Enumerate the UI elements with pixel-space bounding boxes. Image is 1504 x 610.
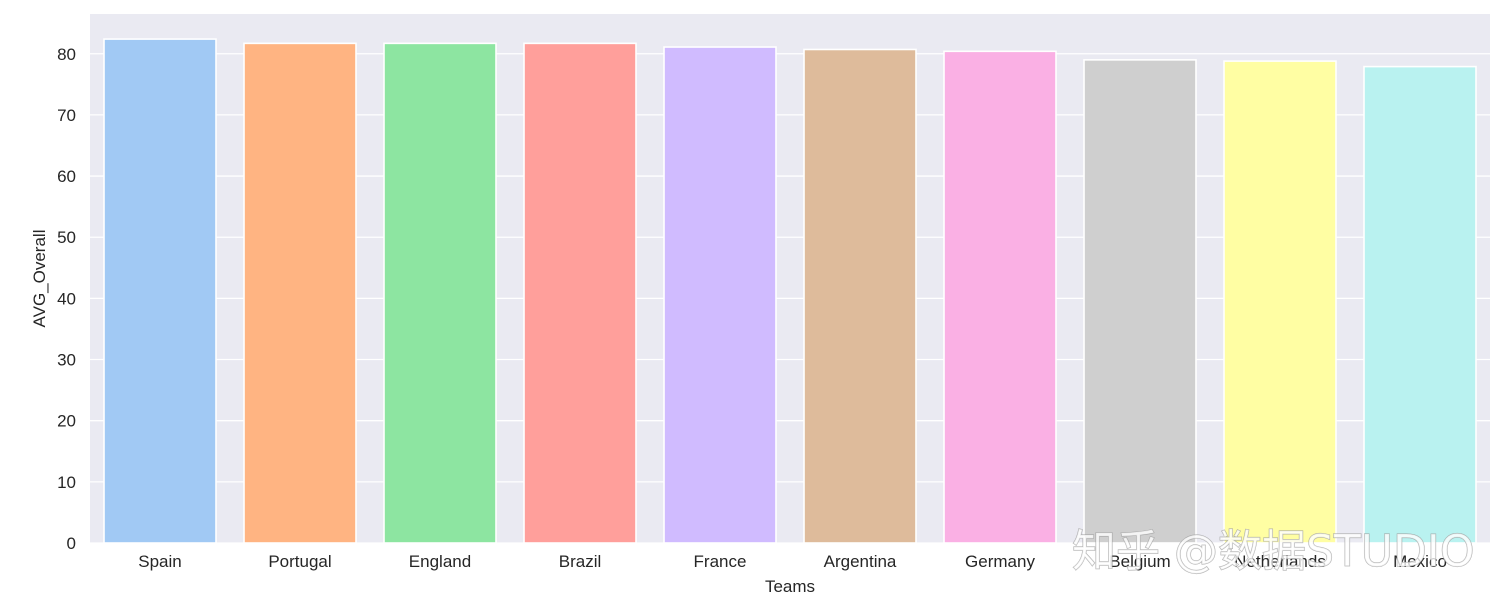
- y-tick-label: 10: [57, 473, 76, 492]
- y-tick-label: 50: [57, 228, 76, 247]
- y-tick-label: 20: [57, 412, 76, 431]
- bar-portugal: [243, 42, 357, 544]
- bar-argentina: [803, 48, 917, 544]
- x-tick-label: Belgium: [1109, 552, 1170, 571]
- x-tick-label: England: [409, 552, 471, 571]
- bar-france: [663, 46, 777, 544]
- x-tick-label: Germany: [965, 552, 1035, 571]
- x-tick-label: Netherlands: [1234, 552, 1326, 571]
- bar-england: [383, 42, 497, 544]
- y-tick-label: 40: [57, 289, 76, 308]
- y-tick-label: 30: [57, 351, 76, 370]
- y-tick-labels: 0 10 20 30 40 50 60 70 80: [57, 45, 76, 553]
- y-tick-label: 0: [67, 534, 76, 553]
- y-axis-label: AVG_Overall: [30, 230, 49, 328]
- x-tick-label: Argentina: [824, 552, 897, 571]
- bar-netherlands: [1223, 60, 1337, 544]
- y-tick-label: 60: [57, 167, 76, 186]
- bar-spain: [103, 38, 217, 544]
- x-tick-label: Brazil: [559, 552, 602, 571]
- bar-brazil: [523, 42, 637, 544]
- x-axis-label: Teams: [765, 577, 815, 596]
- bar-germany: [943, 50, 1057, 544]
- watermark-text: 知乎 @数据STUDIO: [1072, 526, 1475, 577]
- x-tick-label: Portugal: [268, 552, 331, 571]
- bar-mexico: [1363, 65, 1477, 544]
- bar-belgium: [1083, 59, 1197, 544]
- x-tick-label: Spain: [138, 552, 181, 571]
- y-tick-label: 70: [57, 106, 76, 125]
- x-tick-label: Mexico: [1393, 552, 1447, 571]
- bars: [103, 38, 1477, 544]
- x-tick-labels: Spain Portugal England Brazil France Argentin…: [138, 552, 1447, 571]
- x-tick-label: France: [694, 552, 747, 571]
- y-tick-label: 80: [57, 45, 76, 64]
